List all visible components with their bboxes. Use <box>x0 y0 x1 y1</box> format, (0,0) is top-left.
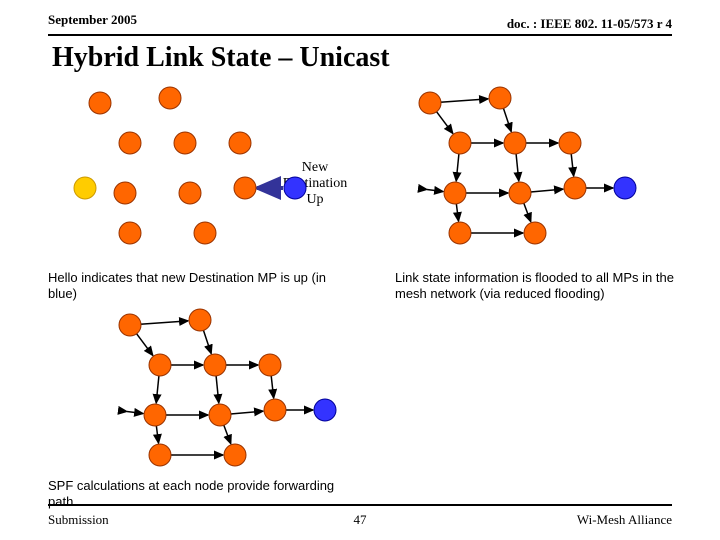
diagram-3 <box>100 310 360 480</box>
mesh-node <box>149 354 171 376</box>
mesh-node <box>119 132 141 154</box>
mesh-node <box>314 399 336 421</box>
header-doc: doc. : IEEE 802. 11-05/573 r 4 <box>507 16 672 32</box>
diagram-1 <box>70 88 330 258</box>
mesh-node <box>204 354 226 376</box>
mesh-node <box>159 87 181 109</box>
mesh-node <box>74 177 96 199</box>
mesh-node <box>444 182 466 204</box>
caption-1: Hello indicates that new Destination MP … <box>48 270 358 303</box>
mesh-node <box>559 132 581 154</box>
mesh-node <box>119 314 141 336</box>
footer-left: Submission <box>48 512 109 528</box>
rule-top <box>48 34 672 36</box>
mesh-node <box>449 222 471 244</box>
mesh-node <box>449 132 471 154</box>
mesh-node <box>234 177 256 199</box>
mesh-node <box>119 222 141 244</box>
mesh-node <box>284 177 306 199</box>
rule-bottom <box>48 504 672 506</box>
mesh-node <box>174 132 196 154</box>
mesh-node <box>189 309 211 331</box>
mesh-node <box>114 182 136 204</box>
mesh-node <box>209 404 231 426</box>
mesh-node <box>179 182 201 204</box>
mesh-node <box>194 222 216 244</box>
slide-title: Hybrid Link State – Unicast <box>52 42 390 74</box>
header-date: September 2005 <box>48 12 137 28</box>
mesh-node <box>564 177 586 199</box>
mesh-node <box>89 92 111 114</box>
mesh-node <box>149 444 171 466</box>
diagram-2 <box>400 88 660 258</box>
mesh-node <box>509 182 531 204</box>
mesh-node <box>504 132 526 154</box>
mesh-node <box>259 354 281 376</box>
mesh-node <box>524 222 546 244</box>
mesh-node <box>419 92 441 114</box>
mesh-node <box>264 399 286 421</box>
mesh-node <box>489 87 511 109</box>
mesh-node <box>144 404 166 426</box>
mesh-node <box>229 132 251 154</box>
mesh-node <box>614 177 636 199</box>
mesh-node <box>224 444 246 466</box>
footer-right: Wi-Mesh Alliance <box>577 512 672 528</box>
page-number: 47 <box>354 512 367 528</box>
caption-2: Link state information is flooded to all… <box>395 270 690 303</box>
